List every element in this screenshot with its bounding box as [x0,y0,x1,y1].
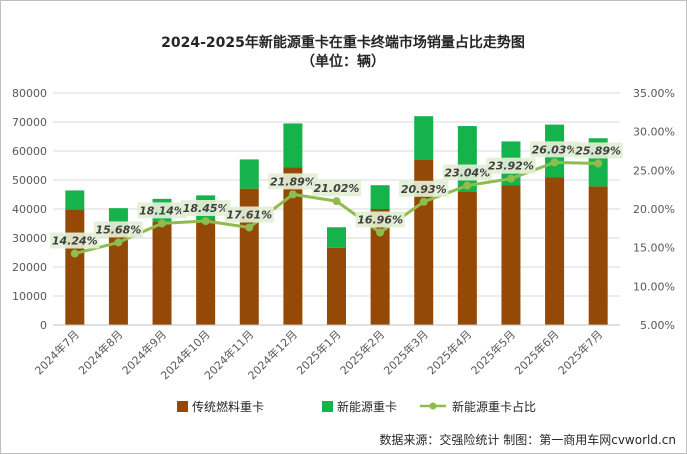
y-tick-left: 0 [40,319,47,332]
y-tick-left: 10000 [12,290,47,303]
legend-label-share: 新能源重卡占比 [452,399,536,414]
share-label: 16.96% [357,214,403,227]
share-label: 26.03% [532,143,578,156]
share-label-bg [573,142,623,159]
chart-title: 2024-2025年新能源重卡在重卡终端市场销量占比走势图 [161,34,525,51]
x-tick-label: 2025年1月 [293,327,343,377]
x-tick-label: 2025年3月 [381,327,431,377]
y-tick-left: 80000 [12,87,47,100]
x-tick-label: 2025年5月 [468,327,518,377]
share-label: 18.14% [139,204,185,217]
y-tick-right: 20.00% [633,203,675,216]
x-tick-label: 2025年6月 [511,327,561,377]
share-point [550,158,559,167]
x-tick-label: 2024年7月 [32,327,82,377]
bar-fuel [152,222,172,325]
share-point [245,223,254,232]
share-point [114,238,123,247]
share-label: 14.24% [52,235,98,248]
share-label: 21.02% [314,182,360,195]
bar-nev [327,227,346,248]
share-label-bg [181,199,231,216]
share-point [70,249,79,258]
share-labels: 14.24%15.68% 18.14%18.45%17.61% 21.89%21.0… [50,141,623,249]
bar-fuel [501,185,521,325]
bar-fuel [196,219,216,325]
bar-nev [283,123,303,168]
share-label: 21.89% [270,175,316,188]
share-point [506,174,515,183]
y-tick-left: 30000 [12,232,47,245]
bar-fuel [327,247,346,325]
y-tick-right: 10.00% [633,280,675,293]
y-tick-right: 30.00% [633,126,675,139]
share-label-bg [399,180,449,197]
bar-fuel [457,191,477,325]
share-label: 20.93% [401,183,447,196]
chart-subtitle: （单位：辆） [301,53,385,70]
share-label-bg [311,180,362,197]
share-point [376,228,385,237]
y-axis-left: 0 10000 20000 30000 40000 50000 60000 70000 8000… [12,87,47,332]
y-tick-right: 15.00% [633,242,675,255]
share-point [201,216,210,225]
legend-label-nev: 新能源重卡 [337,399,397,414]
legend: 传统燃料重卡 新能源重卡 新能源重卡占比 [177,399,536,414]
share-label-bg [93,221,144,238]
share-label: 23.04% [444,166,490,179]
share-label: 15.68% [96,223,142,236]
share-point [158,219,167,228]
bar-fuel [370,209,390,325]
bar-fuel [545,177,565,325]
bar-nev [414,116,434,160]
x-tick-label: 2024年8月 [75,327,125,377]
x-tick-label: 2025年2月 [337,327,387,377]
share-label-bg [486,157,536,174]
share-point [419,197,428,206]
y-tick-left: 20000 [12,261,47,274]
bar-fuel [283,167,303,325]
y-tick-left: 70000 [12,116,47,129]
share-label: 18.45% [183,202,229,215]
legend-swatch-fuel [177,401,188,412]
share-point [288,190,297,199]
legend-label-fuel: 传统燃料重卡 [192,399,264,414]
y-tick-left: 60000 [12,145,47,158]
share-point [463,181,472,190]
bar-fuel [108,226,128,325]
share-line [70,158,603,258]
share-point [594,159,603,168]
y-tick-left: 40000 [12,203,47,216]
legend-swatch-nev [322,401,333,412]
y-tick-right: 5.00% [640,319,675,332]
bars [65,116,608,325]
data-source: 数据来源：交强险统计 制图：第一商用车网cvworld.cn [379,432,676,447]
share-label-bg [529,141,580,158]
share-label-bg [50,232,100,249]
share-label-bg [442,164,492,181]
share-point [332,197,341,206]
bar-fuel [588,186,608,325]
y-tick-right: 35.00% [633,87,675,100]
x-tick-label: 2025年4月 [424,327,474,377]
bar-nev [65,190,85,210]
share-label-bg [137,202,187,219]
bar-fuel [65,209,85,325]
share-label-bg [224,206,274,223]
share-label: 23.92% [488,160,534,173]
y-axis-right: 5.00% 10.00% 15.00% 20.00% 25.00% 30.00% 35.00… [633,87,675,332]
x-axis: 2024年7月2024年8月2024年9月2024年10月2024年11月202… [32,324,620,382]
share-label: 17.61% [226,208,272,221]
legend-marker-share [429,402,437,410]
y-tick-right: 25.00% [633,164,675,177]
share-label-bg [355,211,405,228]
bar-nev [370,185,390,209]
bar-nev [239,159,259,189]
share-label: 25.89% [575,144,621,157]
y-tick-left: 50000 [12,174,47,187]
share-label-bg [268,173,318,190]
x-tick-label: 2025年7月 [555,327,605,377]
